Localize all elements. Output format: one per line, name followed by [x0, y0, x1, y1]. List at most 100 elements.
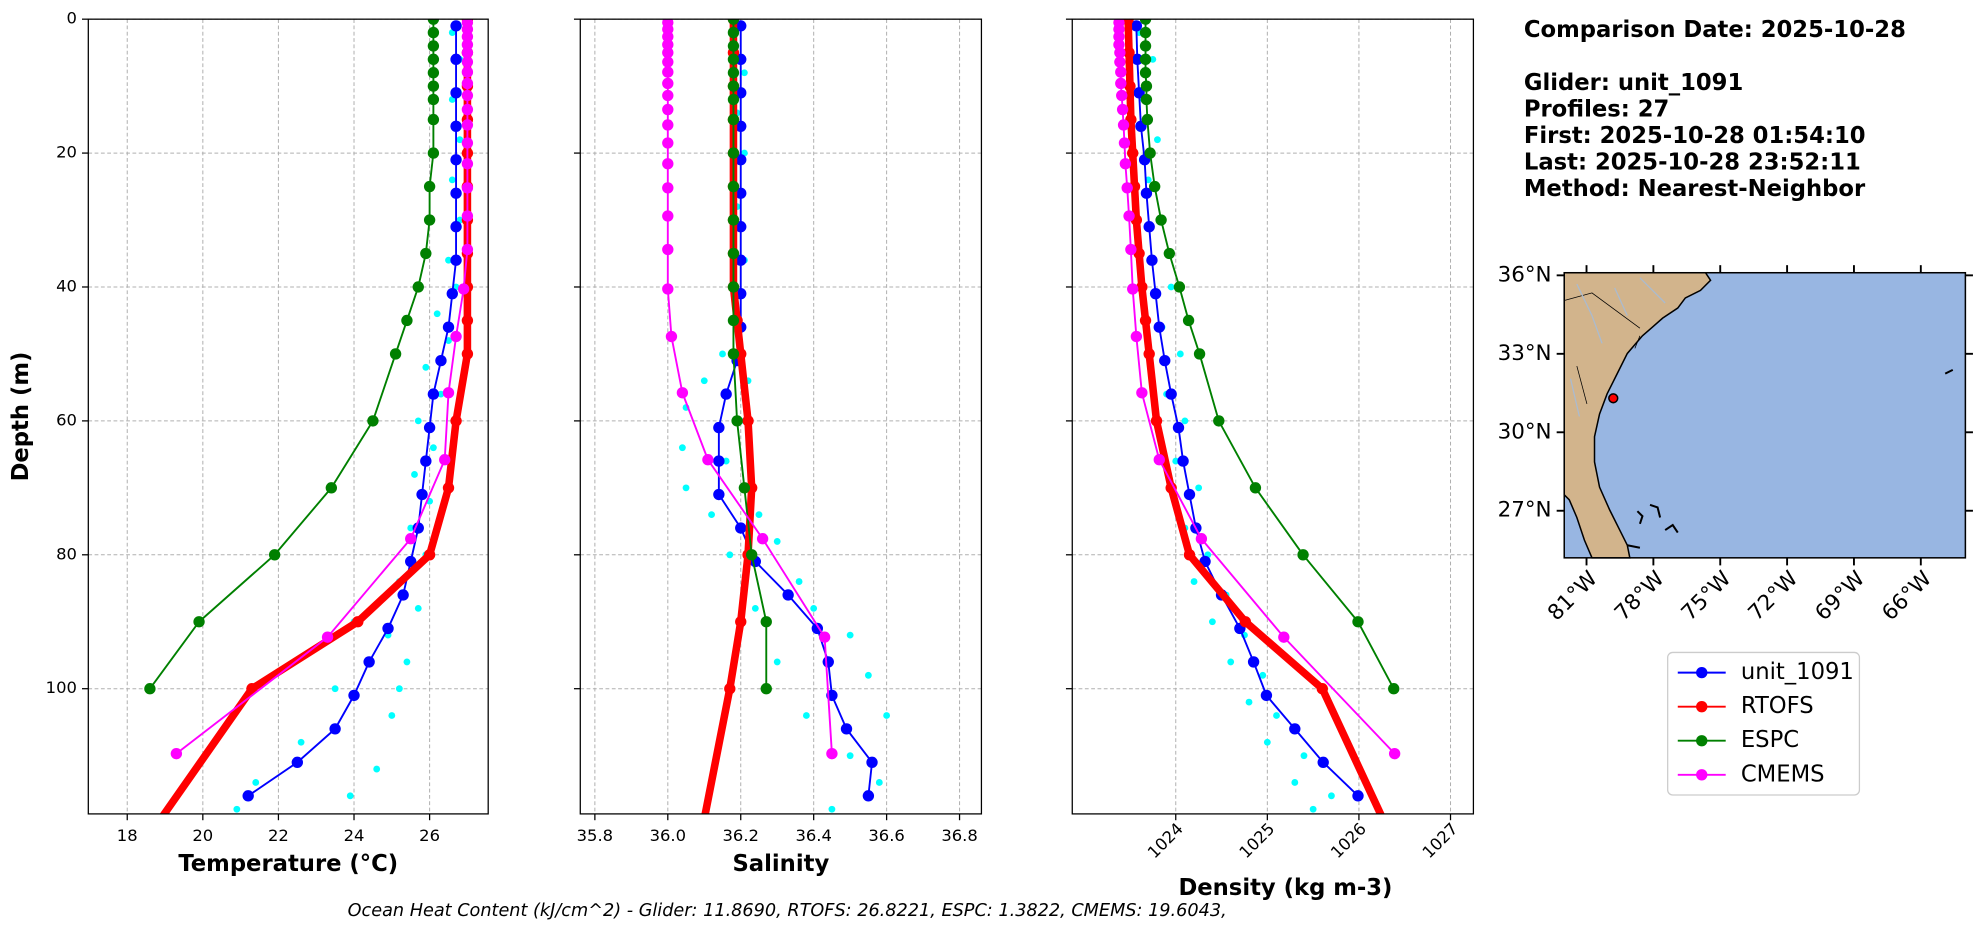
series-marker	[662, 158, 674, 170]
series-marker	[818, 631, 831, 643]
series-marker	[746, 549, 758, 561]
series-marker	[662, 30, 674, 43]
x-tick-label: 1027	[1419, 819, 1462, 862]
profile-point	[373, 765, 381, 773]
series-marker	[735, 221, 747, 233]
series-marker	[756, 533, 769, 545]
series-marker	[412, 281, 424, 293]
series-marker	[1119, 158, 1132, 170]
series-marker	[1163, 247, 1176, 260]
profile-point	[1273, 712, 1280, 719]
series-marker	[442, 482, 455, 494]
profile-point	[1227, 658, 1235, 666]
y-tick-label: 100	[46, 678, 77, 697]
y-tick-label: 80	[56, 544, 77, 563]
series-marker	[1123, 46, 1135, 59]
series-marker	[291, 756, 303, 769]
lon-tick-label: 81°W	[1543, 566, 1603, 626]
profile-point	[719, 350, 726, 358]
series-marker	[866, 756, 878, 769]
series-marker	[713, 455, 725, 467]
panel: 1024 1025 1026 1027 Density (kg m-3)	[1065, 18, 1475, 901]
profile-point	[1309, 805, 1317, 813]
series-marker	[389, 348, 402, 360]
series-marker	[1141, 113, 1154, 126]
series-marker	[1140, 187, 1153, 199]
series-marker	[1193, 348, 1206, 360]
series-marker	[461, 210, 474, 222]
series-marker	[676, 387, 689, 399]
profile-point	[1300, 752, 1308, 760]
x-tick-label: 1024	[1144, 819, 1187, 862]
series-marker	[461, 30, 474, 43]
series-marker	[760, 683, 772, 695]
series-marker	[450, 53, 462, 66]
series-marker	[242, 790, 254, 802]
series-marker	[662, 182, 674, 194]
series-marker	[363, 656, 375, 668]
series-marker	[1115, 66, 1127, 78]
series-marker	[427, 53, 440, 66]
x-axis-label: Temperature (°C)	[178, 851, 398, 877]
axes-frame	[579, 18, 983, 815]
x-axis-label: Salinity	[732, 851, 829, 877]
info-line: Glider: unit_1091	[1524, 70, 1743, 96]
series-marker	[1124, 80, 1136, 92]
profile-point	[1263, 738, 1271, 746]
series-marker	[461, 46, 474, 59]
y-axis-label: Depth (m)	[8, 352, 34, 482]
profile-point	[795, 578, 803, 585]
series-marker	[727, 67, 740, 79]
glider-position	[1608, 393, 1619, 404]
info-line: Method: Nearest-Neighbor	[1524, 176, 1866, 202]
series-marker	[735, 187, 747, 199]
series-marker	[1289, 723, 1301, 735]
series-marker	[702, 454, 714, 466]
series-marker	[727, 314, 740, 327]
profile-point	[773, 658, 781, 666]
profile-point	[414, 604, 422, 612]
series-marker	[423, 549, 436, 561]
series-marker	[760, 616, 772, 628]
series-marker	[727, 180, 740, 193]
series-marker	[439, 454, 451, 466]
series-marker	[1155, 214, 1167, 226]
series-marker	[461, 103, 474, 116]
profile-point	[682, 484, 690, 492]
series-marker	[1352, 616, 1364, 628]
series-marker	[1125, 243, 1137, 256]
series-marker	[450, 415, 462, 427]
lat-tick-label: 27°N	[1498, 498, 1552, 523]
series-marker	[1115, 77, 1127, 90]
legend-marker	[1696, 666, 1708, 679]
profile-point	[437, 390, 445, 398]
profile-point	[1167, 283, 1175, 291]
series-marker	[735, 616, 747, 628]
series-marker	[1317, 756, 1329, 769]
profile-point	[233, 805, 241, 813]
plot-area	[662, 19, 891, 814]
series-marker	[1165, 482, 1177, 494]
series-marker	[1249, 482, 1262, 494]
borders	[1564, 292, 1641, 405]
profile-point	[700, 377, 708, 385]
series-marker	[427, 388, 440, 400]
profile-point	[252, 779, 260, 786]
series-marker	[405, 533, 417, 545]
series-line	[159, 19, 472, 814]
profile-point	[810, 604, 818, 612]
series-marker	[1278, 631, 1290, 643]
series-marker	[1182, 314, 1195, 327]
profile-point	[722, 457, 730, 465]
series-marker	[662, 66, 674, 78]
series-marker	[727, 214, 740, 226]
map-frame	[1563, 271, 1967, 559]
profile-point	[429, 444, 437, 452]
y-tick-label: 0	[67, 9, 77, 28]
series-marker	[1172, 421, 1185, 434]
series-marker	[665, 330, 678, 343]
series-marker	[442, 387, 455, 399]
series-marker	[1394, 850, 1405, 861]
series-marker	[450, 20, 462, 32]
legend-label: RTOFS	[1741, 693, 1814, 719]
